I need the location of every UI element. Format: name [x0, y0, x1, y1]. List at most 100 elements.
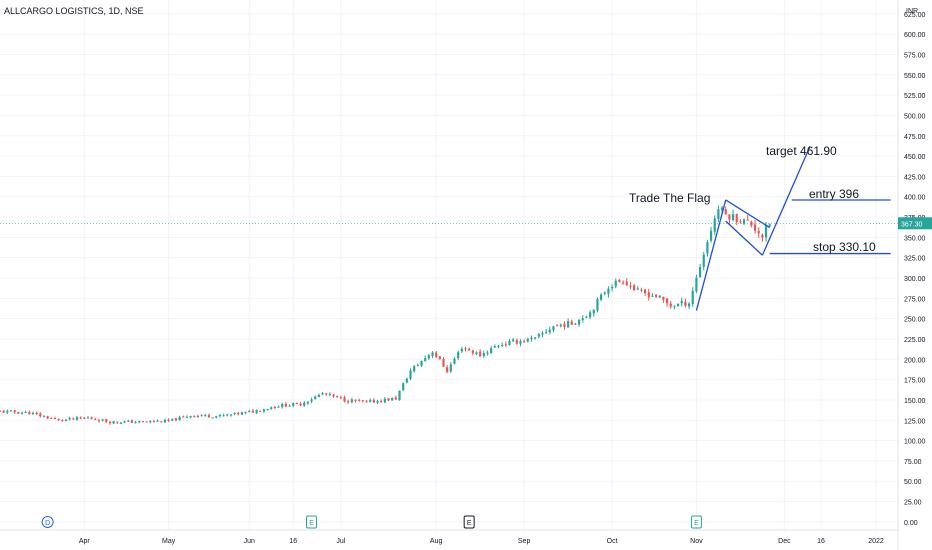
candle[interactable]: [519, 341, 522, 344]
candle[interactable]: [262, 409, 266, 412]
candle[interactable]: [50, 417, 53, 419]
candle[interactable]: [299, 403, 302, 406]
candles[interactable]: [0, 205, 771, 425]
candle[interactable]: [768, 224, 771, 227]
candle[interactable]: [229, 414, 233, 416]
candle[interactable]: [295, 402, 298, 404]
candle[interactable]: [530, 337, 533, 340]
candle[interactable]: [343, 397, 346, 402]
candle[interactable]: [35, 412, 38, 414]
candle[interactable]: [255, 410, 258, 414]
candle[interactable]: [761, 234, 764, 238]
candle[interactable]: [512, 339, 515, 342]
candle[interactable]: [504, 344, 507, 346]
candle[interactable]: [20, 412, 24, 414]
candle[interactable]: [673, 306, 676, 308]
candle[interactable]: [83, 417, 86, 419]
candle[interactable]: [167, 419, 170, 421]
candle[interactable]: [449, 364, 452, 372]
candle[interactable]: [409, 370, 412, 379]
candle[interactable]: [424, 358, 427, 362]
candle[interactable]: [141, 421, 145, 423]
candle[interactable]: [42, 416, 46, 418]
candle[interactable]: [97, 420, 101, 422]
candle[interactable]: [321, 393, 324, 395]
candle[interactable]: [2, 410, 5, 413]
time-axis[interactable]: Apr May Jun 16 Jul Aug Sep Oct Nov Dec 16 2022: [0, 529, 898, 545]
candle[interactable]: [233, 412, 236, 414]
candle[interactable]: [314, 396, 317, 400]
candle[interactable]: [383, 398, 386, 403]
candle[interactable]: [629, 285, 632, 287]
candle[interactable]: [358, 400, 361, 402]
candle[interactable]: [13, 410, 16, 413]
candle[interactable]: [0, 410, 2, 412]
candle[interactable]: [204, 414, 207, 416]
candle[interactable]: [475, 352, 478, 355]
candle[interactable]: [394, 397, 397, 400]
candle[interactable]: [622, 282, 625, 284]
candle[interactable]: [691, 290, 694, 305]
candle[interactable]: [251, 410, 255, 413]
candle[interactable]: [303, 402, 306, 406]
candle[interactable]: [702, 254, 705, 267]
candle[interactable]: [435, 352, 438, 357]
candle[interactable]: [46, 416, 49, 419]
candle[interactable]: [632, 285, 636, 290]
candle[interactable]: [339, 397, 342, 399]
candle[interactable]: [196, 415, 200, 417]
candle[interactable]: [508, 340, 511, 345]
candle[interactable]: [75, 417, 79, 420]
candle[interactable]: [757, 230, 760, 234]
candle[interactable]: [717, 209, 720, 220]
candle[interactable]: [589, 312, 592, 318]
candle[interactable]: [200, 415, 203, 417]
candle[interactable]: [376, 400, 379, 403]
candle[interactable]: [211, 417, 214, 419]
candle[interactable]: [640, 289, 643, 291]
candle[interactable]: [105, 419, 108, 422]
candle[interactable]: [347, 401, 350, 403]
candle[interactable]: [567, 321, 570, 328]
candle[interactable]: [391, 397, 394, 401]
candle[interactable]: [116, 421, 119, 423]
candle[interactable]: [387, 398, 390, 401]
candle[interactable]: [574, 323, 577, 325]
candle[interactable]: [57, 419, 60, 421]
candle[interactable]: [618, 279, 621, 282]
candle[interactable]: [240, 412, 244, 415]
candle[interactable]: [687, 303, 691, 307]
candle[interactable]: [534, 337, 537, 339]
candle[interactable]: [317, 394, 320, 398]
candle[interactable]: [581, 318, 584, 321]
candle[interactable]: [248, 411, 251, 413]
candle[interactable]: [596, 299, 599, 311]
candle[interactable]: [720, 207, 724, 211]
candle[interactable]: [145, 421, 148, 423]
candle[interactable]: [709, 230, 713, 241]
candle[interactable]: [53, 418, 57, 420]
candle[interactable]: [523, 341, 526, 343]
candle[interactable]: [189, 415, 192, 418]
candle[interactable]: [372, 399, 375, 403]
candle[interactable]: [764, 225, 768, 238]
candle[interactable]: [244, 411, 247, 413]
candle[interactable]: [138, 421, 141, 423]
candle[interactable]: [482, 353, 485, 357]
candle[interactable]: [471, 350, 474, 354]
candle[interactable]: [570, 321, 573, 325]
candle[interactable]: [460, 348, 463, 352]
candle[interactable]: [431, 352, 434, 356]
candle[interactable]: [563, 323, 566, 328]
candle[interactable]: [600, 294, 603, 300]
candle[interactable]: [647, 292, 650, 298]
candle[interactable]: [28, 412, 31, 415]
candle[interactable]: [684, 301, 687, 306]
candle[interactable]: [182, 416, 185, 418]
candle[interactable]: [160, 421, 163, 423]
candle[interactable]: [552, 326, 555, 331]
candle[interactable]: [9, 410, 13, 412]
candle[interactable]: [636, 288, 639, 290]
candle[interactable]: [174, 418, 178, 421]
